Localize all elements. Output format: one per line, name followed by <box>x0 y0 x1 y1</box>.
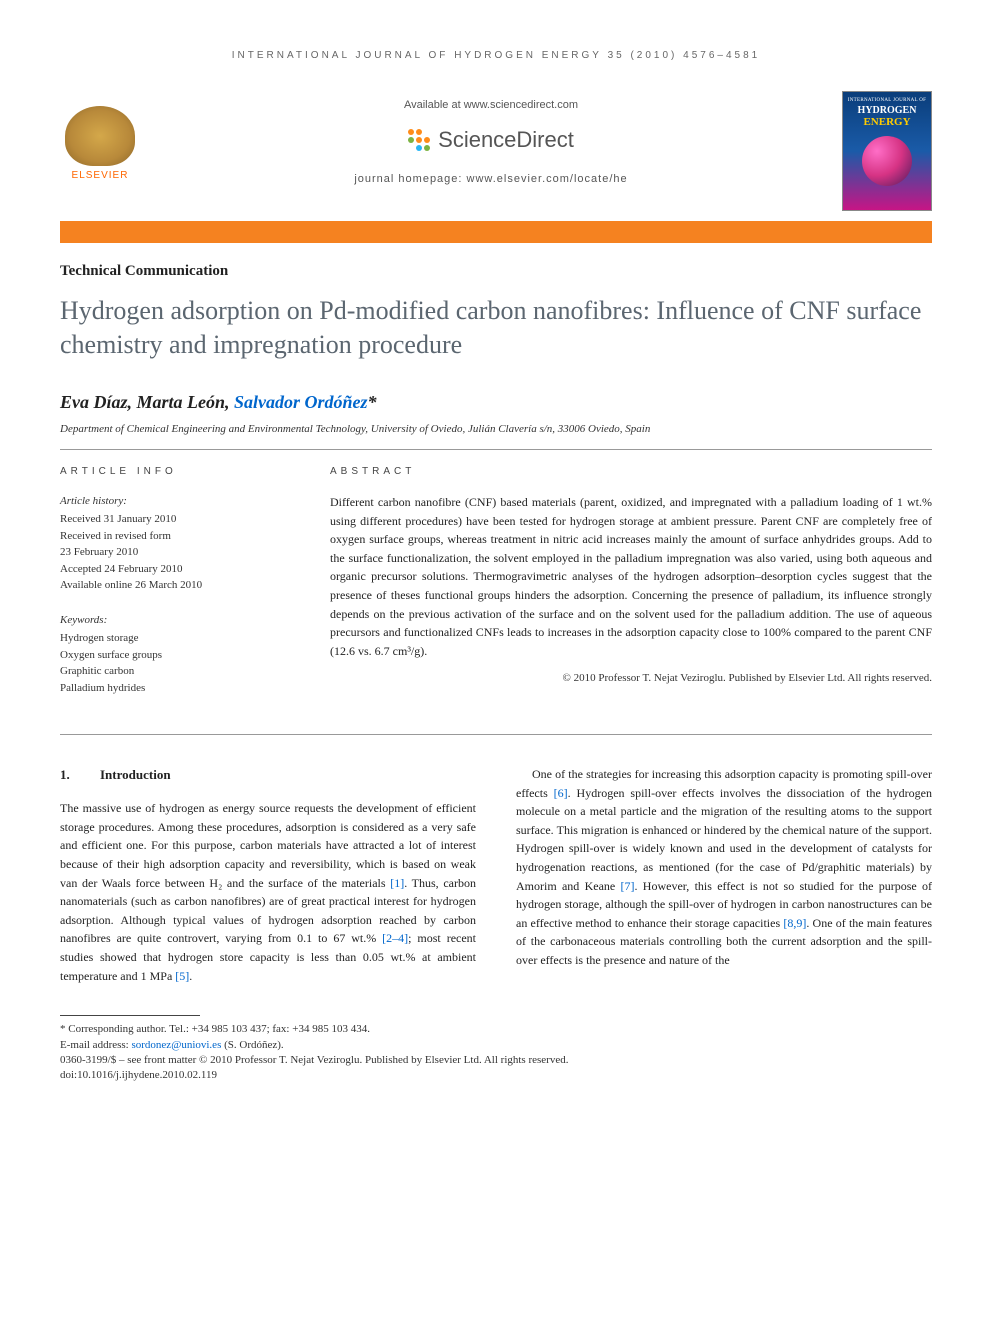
available-at-text: Available at www.sciencedirect.com <box>160 99 822 111</box>
article-title: Hydrogen adsorption on Pd-modified carbo… <box>60 294 932 362</box>
keyword: Palladium hydrides <box>60 680 290 697</box>
keywords: Keywords: Hydrogen storage Oxygen surfac… <box>60 612 290 697</box>
header-center: Available at www.sciencedirect.com Scien… <box>160 91 822 185</box>
revised-date: 23 February 2010 <box>60 544 290 561</box>
body-text-span: . Hydrogen spill-over effects involves t… <box>516 786 932 893</box>
footnotes: * Corresponding author. Tel.: +34 985 10… <box>60 1022 932 1084</box>
rule-top <box>60 449 932 450</box>
body-column-left: 1.Introduction The massive use of hydrog… <box>60 765 476 985</box>
body-column-right: One of the strategies for increasing thi… <box>516 765 932 985</box>
article-history: Article history: Received 31 January 201… <box>60 493 290 594</box>
elsevier-tree-icon <box>65 106 135 166</box>
keywords-label: Keywords: <box>60 612 290 629</box>
section-heading: 1.Introduction <box>60 765 476 785</box>
cover-line1: INTERNATIONAL JOURNAL OF <box>848 98 927 103</box>
paragraph: One of the strategies for increasing thi… <box>516 765 932 970</box>
journal-homepage-text: journal homepage: www.elsevier.com/locat… <box>160 173 822 185</box>
sciencedirect-dots-icon <box>408 129 430 151</box>
cover-artwork-icon <box>862 136 912 186</box>
abstract-text: Different carbon nanofibre (CNF) based m… <box>330 493 932 660</box>
divider-bar <box>60 221 932 243</box>
journal-header: ELSEVIER Available at www.sciencedirect.… <box>60 91 932 211</box>
rule-bottom <box>60 734 932 735</box>
sciencedirect-logo: ScienceDirect <box>160 127 822 153</box>
authors-plain: Eva Díaz, Marta León, <box>60 392 234 412</box>
revised-label: Received in revised form <box>60 528 290 545</box>
affiliation: Department of Chemical Engineering and E… <box>60 423 932 435</box>
citation-link[interactable]: [6] <box>554 786 568 800</box>
email-link[interactable]: sordonez@uniovi.es <box>131 1039 221 1051</box>
abstract-copyright: © 2010 Professor T. Nejat Veziroglu. Pub… <box>330 670 932 687</box>
sciencedirect-text: ScienceDirect <box>438 127 574 153</box>
article-type: Technical Communication <box>60 263 932 280</box>
keyword: Graphitic carbon <box>60 663 290 680</box>
corresponding-author-link[interactable]: Salvador Ordóñez <box>234 392 368 412</box>
citation-link[interactable]: [1] <box>390 876 404 890</box>
running-head: INTERNATIONAL JOURNAL OF HYDROGEN ENERGY… <box>60 50 932 61</box>
citation-link[interactable]: [8,9] <box>783 916 806 930</box>
author-list: Eva Díaz, Marta León, Salvador Ordóñez* <box>60 392 932 413</box>
elsevier-label: ELSEVIER <box>72 170 129 181</box>
citation-link[interactable]: [5] <box>175 969 189 983</box>
email-label: E-mail address: <box>60 1039 131 1051</box>
abstract: ABSTRACT Different carbon nanofibre (CNF… <box>330 464 932 715</box>
corr-marker: * <box>368 392 377 412</box>
history-label: Article history: <box>60 493 290 510</box>
info-abstract-row: ARTICLE INFO Article history: Received 3… <box>60 464 932 715</box>
article-page: INTERNATIONAL JOURNAL OF HYDROGEN ENERGY… <box>0 0 992 1124</box>
accepted-date: Accepted 24 February 2010 <box>60 561 290 578</box>
citation-link[interactable]: [7] <box>621 879 635 893</box>
section-title: Introduction <box>100 767 171 782</box>
email-person: (S. Ordóñez). <box>221 1039 283 1051</box>
cover-line3: ENERGY <box>863 116 910 128</box>
citation-link[interactable]: [2–4] <box>382 931 408 945</box>
online-date: Available online 26 March 2010 <box>60 577 290 594</box>
doi-line: doi:10.1016/j.ijhydene.2010.02.119 <box>60 1068 932 1083</box>
body-text: 1.Introduction The massive use of hydrog… <box>60 765 932 985</box>
email-line: E-mail address: sordonez@uniovi.es (S. O… <box>60 1038 932 1053</box>
article-info: ARTICLE INFO Article history: Received 3… <box>60 464 290 715</box>
corresponding-author-note: * Corresponding author. Tel.: +34 985 10… <box>60 1022 932 1037</box>
received-date: Received 31 January 2010 <box>60 511 290 528</box>
footnote-rule <box>60 1015 200 1016</box>
info-heading: ARTICLE INFO <box>60 464 290 479</box>
body-text-span: . <box>189 969 192 983</box>
front-matter-line: 0360-3199/$ – see front matter © 2010 Pr… <box>60 1053 932 1068</box>
section-number: 1. <box>60 765 100 785</box>
keyword: Hydrogen storage <box>60 630 290 647</box>
paragraph: The massive use of hydrogen as energy so… <box>60 799 476 985</box>
keyword: Oxygen surface groups <box>60 647 290 664</box>
journal-cover-thumbnail: INTERNATIONAL JOURNAL OF HYDROGEN ENERGY <box>842 91 932 211</box>
elsevier-logo: ELSEVIER <box>60 91 140 181</box>
cover-line2: HYDROGEN <box>858 105 917 116</box>
abstract-heading: ABSTRACT <box>330 464 932 480</box>
